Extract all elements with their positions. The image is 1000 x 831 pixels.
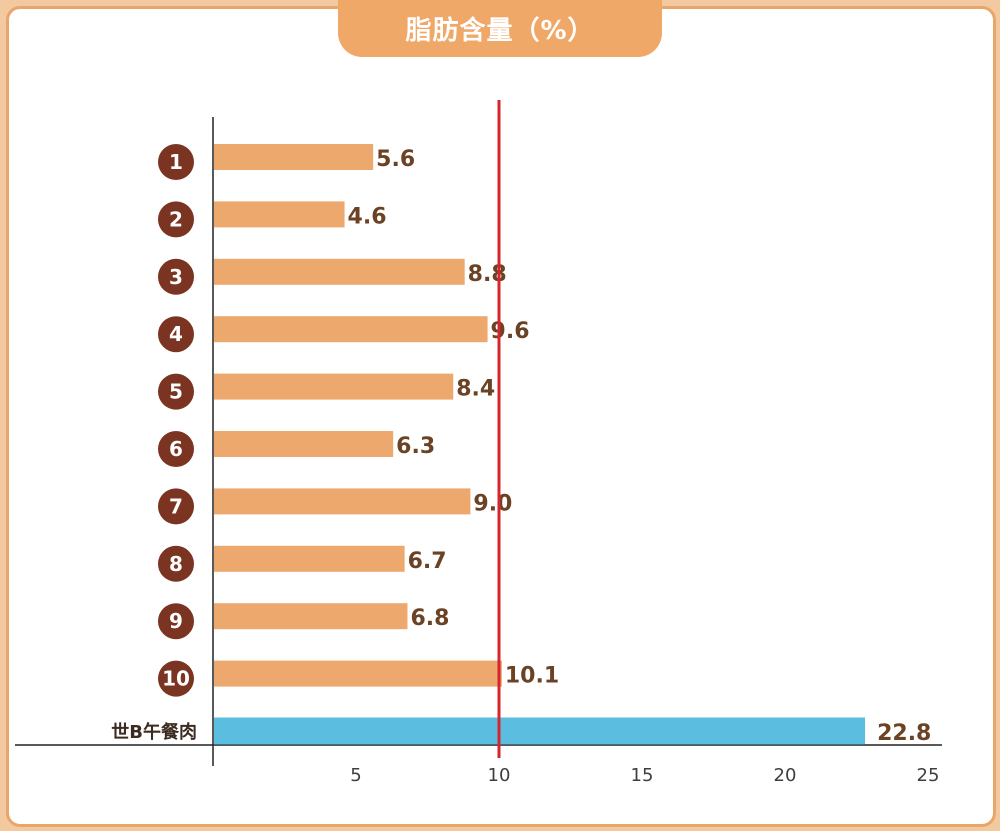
bar xyxy=(214,258,465,285)
x-tick-label: 15 xyxy=(631,765,654,786)
rank-number: 8 xyxy=(169,552,183,576)
bar xyxy=(214,373,454,400)
value-label: 9.0 xyxy=(473,491,512,516)
rank-badge xyxy=(158,316,194,353)
rank-badge xyxy=(158,488,194,525)
rank-badge xyxy=(158,660,194,697)
value-label: 6.3 xyxy=(396,434,435,459)
bar xyxy=(214,603,408,630)
bar xyxy=(214,660,502,687)
rank-badge xyxy=(158,144,194,180)
value-label: 8.4 xyxy=(456,377,495,402)
bar xyxy=(214,488,471,515)
rank-number: 9 xyxy=(169,609,183,633)
highlight-bar xyxy=(214,717,866,745)
value-label: 5.6 xyxy=(376,147,415,172)
x-tick-label: 10 xyxy=(488,765,511,786)
rank-number: 3 xyxy=(169,265,183,289)
rank-badge xyxy=(158,201,194,238)
rank-number: 5 xyxy=(169,380,183,404)
rank-number: 4 xyxy=(169,322,183,346)
x-tick-label: 5 xyxy=(350,765,361,786)
rank-number: 10 xyxy=(162,667,190,691)
bar xyxy=(214,316,488,343)
value-label: 6.8 xyxy=(410,606,449,631)
value-label: 22.8 xyxy=(877,721,931,746)
rank-badge xyxy=(158,258,194,295)
bar xyxy=(214,201,345,228)
rank-number: 7 xyxy=(169,494,183,518)
bar xyxy=(214,431,394,457)
rank-badge xyxy=(158,603,194,640)
rank-number: 1 xyxy=(169,150,183,174)
category-label: 世B午餐肉 xyxy=(111,721,197,743)
rank-number: 6 xyxy=(169,437,183,461)
value-label: 4.6 xyxy=(348,204,387,229)
rank-badge xyxy=(158,545,194,582)
value-label: 8.8 xyxy=(468,262,507,287)
bar xyxy=(214,545,405,572)
x-tick-label: 25 xyxy=(917,765,940,786)
x-tick-label: 20 xyxy=(774,765,797,786)
value-label: 6.7 xyxy=(408,549,447,574)
chart-title: 脂肪含量（%） xyxy=(338,0,662,57)
rank-badge xyxy=(158,431,194,467)
rank-number: 2 xyxy=(169,207,183,231)
value-label: 9.6 xyxy=(491,319,530,344)
rank-badge xyxy=(158,373,194,410)
value-label: 10.1 xyxy=(505,664,559,689)
bar xyxy=(214,144,374,170)
